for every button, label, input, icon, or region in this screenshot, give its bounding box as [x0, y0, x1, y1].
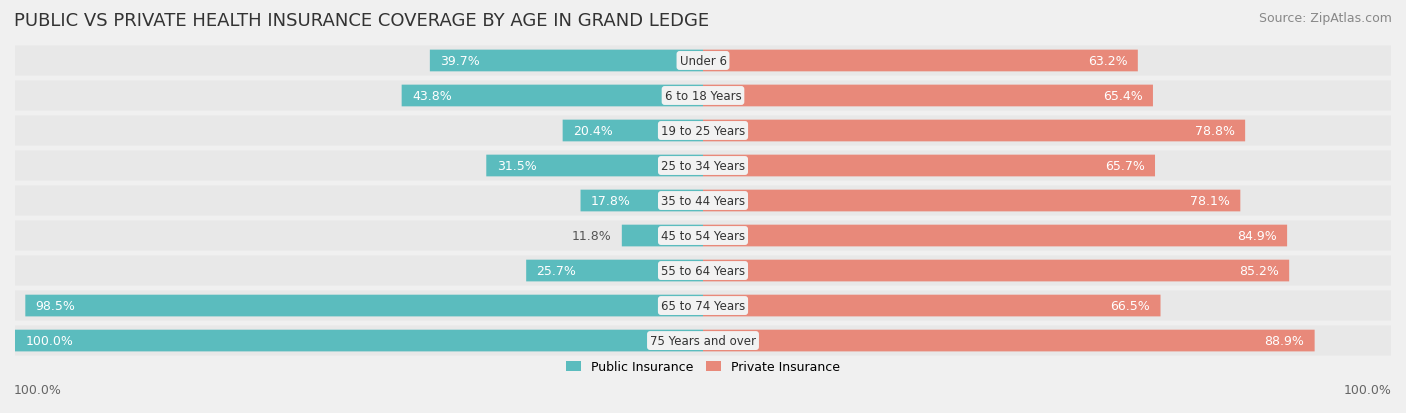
FancyBboxPatch shape — [621, 225, 703, 247]
Text: 63.2%: 63.2% — [1088, 55, 1128, 68]
Text: 25.7%: 25.7% — [537, 264, 576, 278]
Text: 39.7%: 39.7% — [440, 55, 479, 68]
Text: 65 to 74 Years: 65 to 74 Years — [661, 299, 745, 312]
Text: 20.4%: 20.4% — [574, 125, 613, 138]
FancyBboxPatch shape — [703, 85, 1153, 107]
FancyBboxPatch shape — [703, 190, 1240, 212]
Text: 31.5%: 31.5% — [496, 159, 536, 173]
Text: 75 Years and over: 75 Years and over — [650, 334, 756, 347]
FancyBboxPatch shape — [15, 116, 1391, 146]
Text: 19 to 25 Years: 19 to 25 Years — [661, 125, 745, 138]
FancyBboxPatch shape — [15, 221, 1391, 251]
FancyBboxPatch shape — [562, 120, 703, 142]
FancyBboxPatch shape — [402, 85, 703, 107]
FancyBboxPatch shape — [25, 295, 703, 317]
Text: 100.0%: 100.0% — [25, 334, 73, 347]
FancyBboxPatch shape — [15, 326, 1391, 356]
FancyBboxPatch shape — [703, 120, 1246, 142]
Text: 66.5%: 66.5% — [1111, 299, 1150, 312]
FancyBboxPatch shape — [15, 186, 1391, 216]
Text: 35 to 44 Years: 35 to 44 Years — [661, 195, 745, 207]
FancyBboxPatch shape — [430, 50, 703, 72]
FancyBboxPatch shape — [15, 330, 703, 351]
FancyBboxPatch shape — [703, 295, 1160, 317]
Text: 100.0%: 100.0% — [14, 384, 62, 396]
Text: 55 to 64 Years: 55 to 64 Years — [661, 264, 745, 278]
FancyBboxPatch shape — [15, 81, 1391, 111]
Text: 25 to 34 Years: 25 to 34 Years — [661, 159, 745, 173]
Text: 43.8%: 43.8% — [412, 90, 451, 103]
FancyBboxPatch shape — [15, 291, 1391, 321]
Text: 11.8%: 11.8% — [572, 230, 612, 242]
FancyBboxPatch shape — [703, 225, 1286, 247]
FancyBboxPatch shape — [15, 46, 1391, 76]
Text: 65.7%: 65.7% — [1105, 159, 1144, 173]
Text: PUBLIC VS PRIVATE HEALTH INSURANCE COVERAGE BY AGE IN GRAND LEDGE: PUBLIC VS PRIVATE HEALTH INSURANCE COVER… — [14, 12, 709, 30]
Text: 98.5%: 98.5% — [35, 299, 76, 312]
FancyBboxPatch shape — [703, 155, 1154, 177]
FancyBboxPatch shape — [486, 155, 703, 177]
Text: 78.1%: 78.1% — [1189, 195, 1230, 207]
Text: 88.9%: 88.9% — [1264, 334, 1305, 347]
FancyBboxPatch shape — [15, 151, 1391, 181]
FancyBboxPatch shape — [581, 190, 703, 212]
Text: 6 to 18 Years: 6 to 18 Years — [665, 90, 741, 103]
Text: 78.8%: 78.8% — [1195, 125, 1234, 138]
Text: 65.4%: 65.4% — [1102, 90, 1143, 103]
FancyBboxPatch shape — [703, 330, 1315, 351]
FancyBboxPatch shape — [703, 260, 1289, 282]
FancyBboxPatch shape — [526, 260, 703, 282]
FancyBboxPatch shape — [15, 256, 1391, 286]
Text: 100.0%: 100.0% — [1344, 384, 1392, 396]
Text: Under 6: Under 6 — [679, 55, 727, 68]
Legend: Public Insurance, Private Insurance: Public Insurance, Private Insurance — [562, 357, 844, 377]
Text: 84.9%: 84.9% — [1237, 230, 1277, 242]
Text: 85.2%: 85.2% — [1239, 264, 1279, 278]
Text: Source: ZipAtlas.com: Source: ZipAtlas.com — [1258, 12, 1392, 25]
Text: 45 to 54 Years: 45 to 54 Years — [661, 230, 745, 242]
Text: 17.8%: 17.8% — [591, 195, 631, 207]
FancyBboxPatch shape — [703, 50, 1137, 72]
